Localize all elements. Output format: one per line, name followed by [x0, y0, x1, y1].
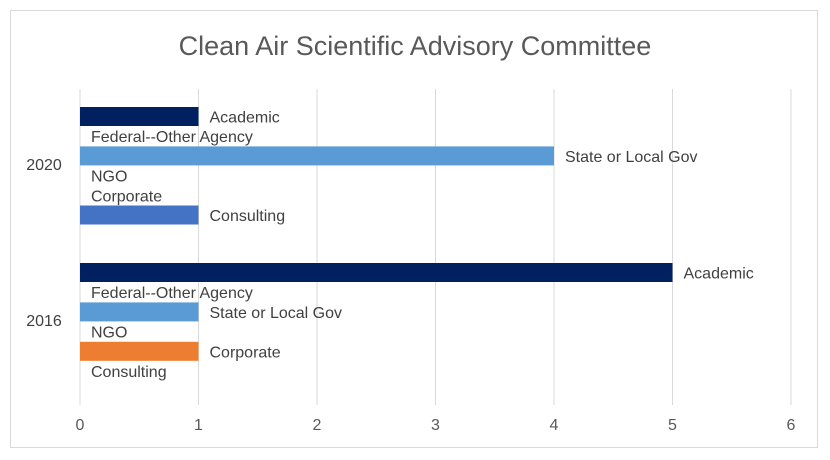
bar-label: Consulting [91, 364, 167, 381]
bar-labels: Academic Federal--Other Agency State or Lo… [91, 110, 754, 382]
bar-label: Federal--Other Agency [91, 285, 253, 302]
bar [80, 107, 199, 126]
bar-label: State or Local Gov [565, 149, 698, 166]
x-axis-ticks: 0 1 2 3 4 5 6 [76, 417, 796, 434]
x-tick-label: 2 [313, 417, 322, 434]
bar-label: NGO [91, 325, 127, 342]
x-tick-label: 0 [76, 417, 85, 434]
bar-label: Consulting [210, 208, 286, 225]
bar [80, 205, 199, 225]
bars [80, 107, 673, 361]
bar-label: Corporate [210, 344, 281, 361]
x-tick-label: 3 [431, 417, 440, 434]
bar [80, 263, 673, 282]
category-label: 2016 [26, 313, 62, 330]
bar-label: Corporate [91, 188, 162, 205]
bar-label: Academic [684, 266, 754, 283]
bar [80, 341, 199, 361]
bar [80, 302, 199, 322]
x-tick-label: 4 [550, 417, 559, 434]
x-tick-label: 6 [787, 417, 796, 434]
x-tick-label: 1 [194, 417, 203, 434]
bar-label: NGO [91, 169, 127, 186]
y-axis-categories: 2020 2016 [26, 157, 62, 330]
category-label: 2020 [26, 157, 62, 174]
bar-label: Federal--Other Agency [91, 129, 253, 146]
chart-title: Clean Air Scientific Advisory Committee [179, 31, 652, 61]
bar-label: Academic [210, 110, 280, 127]
x-tick-label: 5 [668, 417, 677, 434]
bar-label: State or Local Gov [210, 305, 343, 322]
chart-frame [10, 10, 818, 448]
bar [80, 146, 554, 166]
